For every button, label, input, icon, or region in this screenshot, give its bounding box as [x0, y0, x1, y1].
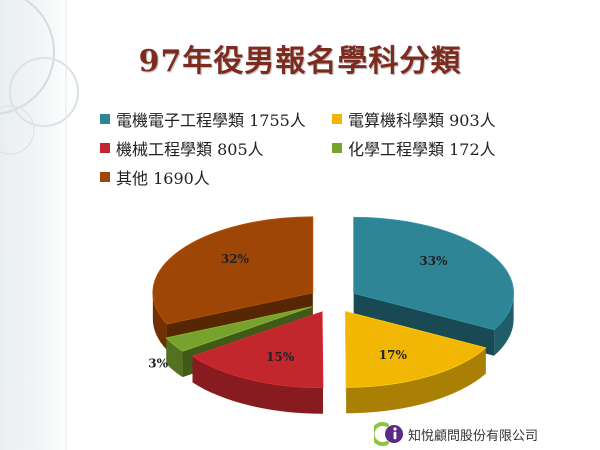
legend-item-other: 其他 1690人 — [100, 166, 332, 188]
pie-percent-label-computer: 17% — [379, 348, 408, 362]
legend-item-chemical: 化學工程學類 172人 — [332, 137, 552, 159]
legend-swatch-mechanical — [100, 143, 110, 153]
pie-percent-label-electronics: 33% — [419, 254, 448, 268]
pie-percent-label-mechanical: 15% — [266, 350, 295, 364]
pie-slice-electronics — [353, 216, 515, 331]
legend-label-electronics: 電機電子工程學類 1755人 — [116, 111, 306, 130]
legend-item-electronics: 電機電子工程學類 1755人 — [100, 108, 332, 130]
legend-label-chemical: 化學工程學類 172人 — [348, 140, 496, 159]
pie-percent-label-other: 32% — [221, 252, 250, 266]
pie-slice-mechanical — [191, 311, 324, 389]
company-logo: 知悅顧問股份有限公司 — [374, 421, 538, 447]
legend-swatch-other — [100, 172, 110, 182]
pie-slice-other — [152, 216, 314, 325]
chart-legend: 電機電子工程學類 1755人 電算機科學類 903人 機械工程學類 805人 化… — [100, 108, 552, 188]
legend-label-other: 其他 1690人 — [116, 169, 210, 188]
company-name: 知悅顧問股份有限公司 — [408, 428, 539, 444]
legend-item-mechanical: 機械工程學類 805人 — [100, 137, 332, 159]
deco-ring-large — [0, 0, 55, 115]
pie-slice-electronics-wall-1 — [353, 293, 495, 356]
legend-swatch-computer — [332, 114, 342, 124]
legend-swatch-electronics — [100, 114, 110, 124]
pie-percent-label-chemical: 3% — [148, 357, 168, 371]
deco-ring-small — [0, 105, 35, 155]
pie-slice-chemical — [165, 306, 313, 352]
pie-slice-tops — [152, 216, 515, 389]
legend-label-mechanical: 機械工程學類 805人 — [116, 140, 264, 159]
pie-slice-computer — [344, 310, 487, 388]
legend-label-computer: 電算機科學類 903人 — [348, 111, 496, 130]
pie-slice-other-side — [152, 292, 167, 351]
company-logo-icon — [374, 422, 403, 446]
pie-slice-mechanical-side — [192, 356, 323, 414]
pie-slice-chemical-side — [166, 337, 183, 378]
pie-slice-computer-side — [346, 347, 486, 414]
slide-title: 97年役男報名學科分類 — [138, 44, 462, 79]
deco-ring-medium — [9, 57, 79, 127]
pie-percent-labels: 33% 17% 15% 3% 32% — [148, 252, 448, 371]
legend-swatch-chemical — [332, 143, 342, 153]
pie-slice-chemical-wall-1 — [166, 306, 313, 364]
pie-slice-electronics-side — [494, 293, 514, 356]
legend-item-computer: 電算機科學類 903人 — [332, 108, 552, 130]
